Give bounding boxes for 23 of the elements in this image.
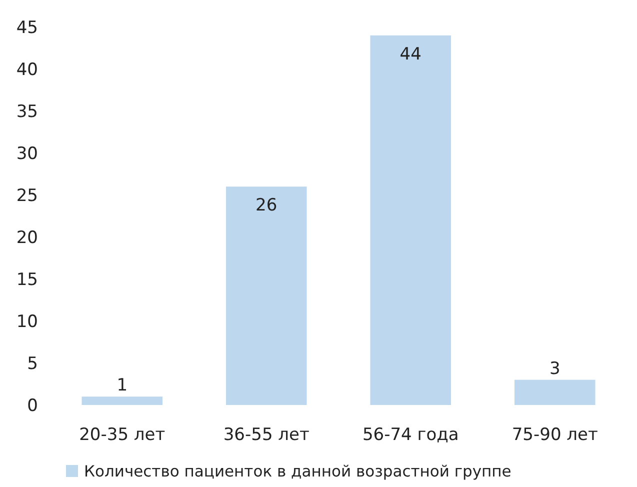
data-label: 1 — [116, 376, 128, 396]
x-tick-label: 36-55 лет — [223, 425, 310, 445]
x-tick-label: 56-74 года — [362, 425, 459, 445]
y-tick-label: 15 — [16, 270, 38, 290]
bar — [514, 380, 596, 405]
y-tick-label: 25 — [16, 186, 38, 206]
data-label: 3 — [549, 358, 560, 379]
y-tick-label: 10 — [16, 312, 38, 332]
legend-label: Количество пациенток в данной возрастной группе — [84, 462, 512, 480]
bar — [82, 396, 163, 405]
bar — [226, 186, 307, 405]
x-tick-label: 20-35 лет — [79, 425, 166, 445]
data-label: 44 — [400, 44, 422, 64]
y-tick-label: 30 — [16, 144, 38, 164]
bar — [370, 35, 452, 405]
y-tick-label: 40 — [16, 60, 38, 80]
y-tick-label: 45 — [16, 18, 38, 38]
y-tick-label: 0 — [27, 396, 38, 416]
y-tick-label: 20 — [16, 228, 38, 248]
x-tick-label: 75-90 лет — [512, 425, 598, 445]
y-tick-label: 35 — [16, 102, 38, 122]
data-label: 26 — [256, 196, 278, 216]
y-tick-label: 5 — [27, 354, 38, 374]
